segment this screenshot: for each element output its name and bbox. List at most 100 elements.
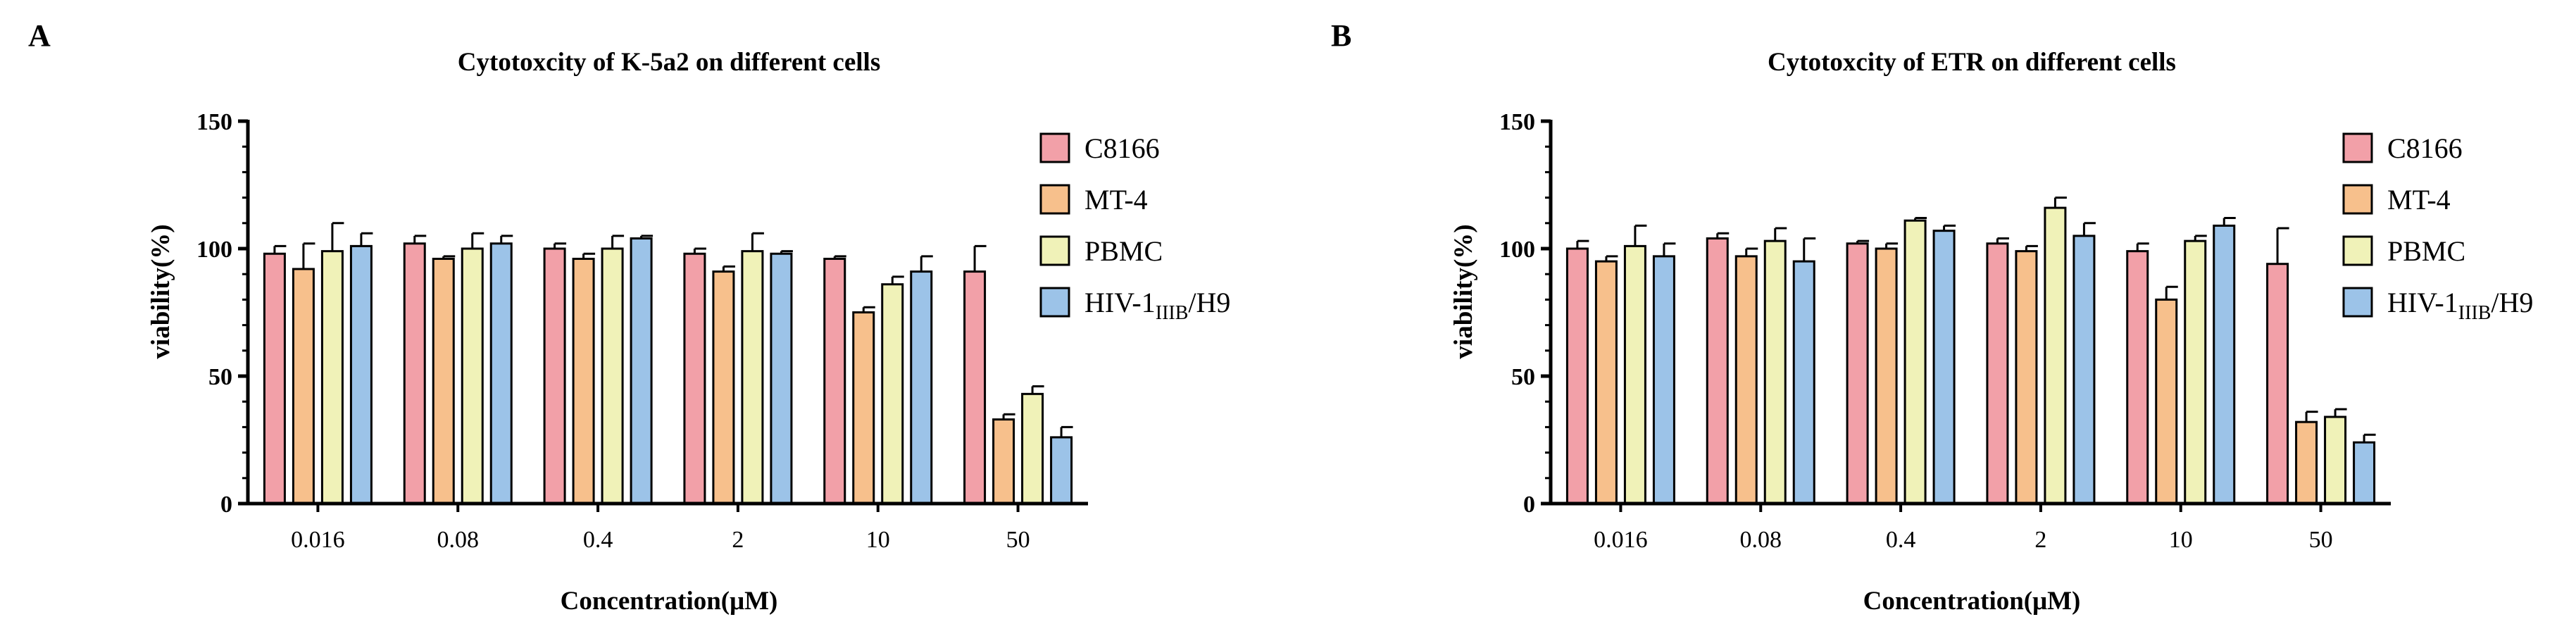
legend-swatch-b-c8166 (2342, 132, 2373, 163)
bar-a-c8166-1 (403, 242, 426, 505)
legend-swatch-b-mt-4 (2342, 184, 2373, 215)
y-tick-label-a-0: 0 (220, 492, 232, 518)
bar-b-mt-4-3 (2015, 250, 2038, 505)
legend-label-b-pbmc: PBMC (2387, 235, 2465, 267)
bar-a-c8166-4 (823, 257, 846, 505)
legend-swatch-a-c8166 (1039, 132, 1070, 163)
bar-b-mt-4-4 (2155, 298, 2178, 505)
chart-panel-b: B Cytotoxcity of ETR on different cells … (1331, 18, 2533, 616)
x-tick-label-b-3: 2 (2034, 527, 2046, 553)
bar-a-mt-4-4 (852, 311, 875, 505)
legend-label-main: HIV-1 (1084, 287, 1156, 318)
chart-title-b: Cytotoxcity of ETR on different cells (1768, 48, 2176, 77)
bar-a-hiv-1-5 (1050, 436, 1073, 505)
legend-label-tail: /H9 (2491, 287, 2533, 318)
bar-b-mt-4-2 (1875, 247, 1898, 505)
y-tick-label-b-150: 150 (1499, 109, 1535, 135)
bar-a-c8166-2 (543, 247, 566, 505)
bar-a-hiv-1-2 (630, 237, 653, 505)
y-tick-label-b-50: 50 (1511, 364, 1535, 390)
legend-label-b-mt-4: MT-4 (2387, 184, 2451, 216)
legend-label-subscript: IIIB (1156, 302, 1189, 324)
bar-b-mt-4-5 (2295, 420, 2318, 505)
bar-a-mt-4-0 (292, 268, 315, 505)
x-axis-title-b: Concentration(μM) (1863, 587, 2081, 616)
panel-label-b: B (1331, 18, 1351, 53)
bar-b-c8166-1 (1706, 237, 1729, 505)
y-tick-label-a-50: 50 (208, 364, 232, 390)
bar-a-pbmc-5 (1021, 392, 1044, 505)
x-axis-title-a: Concentration(μM) (561, 587, 778, 616)
y-tick-label-a-100: 100 (196, 237, 232, 263)
y-tick-label-b-100: 100 (1499, 237, 1535, 263)
bar-a-c8166-3 (683, 252, 706, 505)
panel-label-a: A (28, 18, 51, 53)
bar-b-c8166-3 (1986, 242, 2009, 505)
x-tick-label-b-1: 0.08 (1740, 527, 1782, 553)
legend-label-a-hiv-1: HIV-1IIIB/H9 (1084, 287, 1230, 324)
bar-b-pbmc-0 (1623, 244, 1646, 505)
legend-label-b-hiv-1: HIV-1IIIB/H9 (2387, 287, 2533, 324)
x-tick-label-a-3: 2 (732, 527, 744, 553)
legend-label-main: HIV-1 (2387, 287, 2458, 318)
x-tick-label-a-4: 10 (866, 527, 890, 553)
bar-b-pbmc-4 (2184, 239, 2207, 505)
x-tick-label-b-0: 0.016 (1594, 527, 1648, 553)
chart-panel-a: A Cytotoxcity of K-5a2 on different cell… (28, 18, 1230, 616)
bar-a-mt-4-5 (992, 418, 1015, 505)
bar-b-pbmc-1 (1763, 239, 1787, 505)
x-tick-label-a-2: 0.4 (583, 527, 613, 553)
bar-b-mt-4-0 (1594, 260, 1618, 505)
y-tick-label-b-0: 0 (1523, 492, 1535, 518)
bar-a-hiv-1-1 (489, 242, 513, 505)
bar-b-pbmc-3 (2044, 206, 2067, 505)
x-tick-label-a-0: 0.016 (291, 527, 345, 553)
bar-b-c8166-2 (1846, 242, 1869, 505)
bar-b-hiv-1-2 (1932, 230, 1956, 505)
bar-b-mt-4-1 (1734, 255, 1758, 505)
bar-a-pbmc-0 (320, 250, 344, 505)
bar-b-c8166-0 (1565, 247, 1589, 505)
bar-b-pbmc-5 (2324, 416, 2347, 505)
bar-b-hiv-1-0 (1652, 255, 1675, 505)
x-tick-label-b-2: 0.4 (1886, 527, 1916, 553)
bar-b-c8166-5 (2266, 263, 2289, 505)
bar-a-mt-4-3 (712, 270, 735, 505)
bar-a-mt-4-2 (572, 257, 595, 505)
bar-a-pbmc-2 (601, 247, 624, 505)
legend-swatch-a-hiv-1 (1039, 287, 1070, 318)
bar-b-pbmc-2 (1903, 219, 1927, 505)
bar-a-hiv-1-3 (770, 252, 793, 505)
y-axis-title-b: viability(%) (1449, 224, 1478, 358)
x-tick-label-a-5: 50 (1006, 527, 1030, 553)
x-tick-label-a-1: 0.08 (437, 527, 480, 553)
y-axis-title-a: viability(%) (146, 224, 175, 358)
bar-b-hiv-1-4 (2213, 224, 2236, 505)
legend-swatch-b-pbmc (2342, 235, 2373, 266)
bar-a-pbmc-3 (741, 250, 764, 505)
bar-a-mt-4-1 (432, 257, 455, 505)
bar-a-hiv-1-4 (910, 270, 933, 505)
y-tick-label-a-150: 150 (196, 109, 232, 135)
legend-label-b-c8166: C8166 (2387, 132, 2463, 164)
bar-a-c8166-0 (263, 252, 286, 505)
legend-label-tail: /H9 (1188, 287, 1230, 318)
x-tick-label-b-4: 10 (2169, 527, 2193, 553)
legend-label-subscript: IIIB (2458, 302, 2491, 324)
legend-swatch-b-hiv-1 (2342, 287, 2373, 318)
bar-a-pbmc-1 (461, 247, 484, 505)
bar-b-hiv-1-3 (2072, 235, 2096, 505)
bar-a-c8166-5 (963, 270, 987, 505)
bar-a-hiv-1-0 (349, 244, 373, 505)
legend-label-a-pbmc: PBMC (1084, 235, 1163, 267)
legend-swatch-a-pbmc (1039, 235, 1070, 266)
x-tick-label-b-5: 50 (2309, 527, 2333, 553)
bar-a-pbmc-4 (881, 283, 904, 505)
legend-label-a-mt-4: MT-4 (1084, 184, 1148, 216)
bar-b-hiv-1-5 (2353, 441, 2376, 505)
bar-b-hiv-1-1 (1792, 260, 1815, 505)
legend-label-a-c8166: C8166 (1084, 132, 1160, 164)
bar-b-c8166-4 (2126, 250, 2149, 505)
legend-swatch-a-mt-4 (1039, 184, 1070, 215)
